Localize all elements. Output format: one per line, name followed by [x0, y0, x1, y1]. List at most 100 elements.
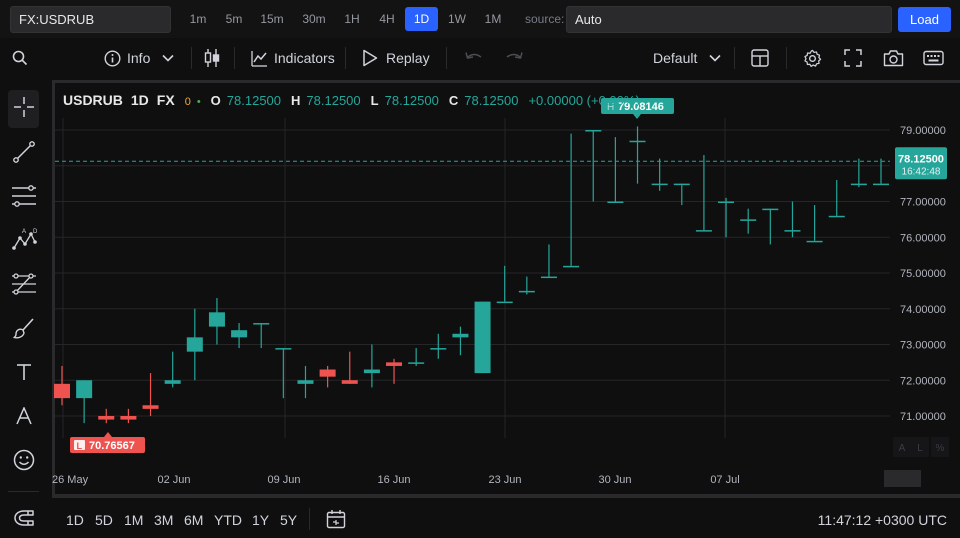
- chevron-down-icon: [709, 54, 721, 62]
- legend-open-label: O: [210, 93, 221, 108]
- text-icon: [15, 363, 33, 386]
- replay-button[interactable]: Replay: [362, 38, 430, 78]
- toolbar-divider: [446, 47, 447, 69]
- redo-button[interactable]: [504, 38, 524, 78]
- timeframe-5m[interactable]: 5m: [225, 12, 243, 26]
- range-1y[interactable]: 1Y: [252, 512, 270, 528]
- info-button[interactable]: Info: [104, 38, 174, 78]
- indicators-button[interactable]: Indicators: [251, 38, 335, 78]
- toolbar-divider: [234, 47, 235, 69]
- range-1m[interactable]: 1M: [124, 512, 144, 528]
- svg-text:D: D: [33, 229, 37, 235]
- legend-change: +0.00000 (+0.00%): [528, 93, 640, 108]
- settings-button[interactable]: [803, 38, 822, 78]
- legend-interval: 1D: [130, 92, 149, 108]
- top-bar: 1m 5m 15m 30m 1H 4H 1D 1W 1M source: Load: [0, 0, 960, 38]
- svg-text:A: A: [22, 229, 26, 235]
- projection-icon: [11, 272, 37, 301]
- load-button[interactable]: Load: [898, 7, 951, 32]
- timeframe-1m[interactable]: 1M: [484, 12, 502, 26]
- search-button[interactable]: [12, 38, 28, 78]
- camera-icon: [883, 49, 904, 67]
- goto-date-button[interactable]: [326, 509, 346, 534]
- play-icon: [362, 49, 378, 67]
- layout-dropdown[interactable]: Default: [653, 38, 721, 78]
- time-scale-divider: [52, 494, 960, 498]
- tools-divider: [8, 491, 39, 492]
- anchored-text-tool[interactable]: [8, 399, 39, 437]
- redo-icon: [504, 51, 524, 65]
- screenshot-button[interactable]: [883, 38, 904, 78]
- legend-status: 0: [184, 96, 191, 108]
- toolbar-divider: [786, 47, 787, 69]
- legend-close-value: 78.12500: [464, 93, 519, 108]
- candlestick-icon: [203, 48, 221, 68]
- calendar-icon: [326, 510, 346, 533]
- timeframe-1w[interactable]: 1W: [448, 12, 466, 26]
- brush-icon: [12, 317, 35, 344]
- range-5d[interactable]: 5D: [95, 512, 113, 528]
- crosshair-icon: [13, 96, 35, 123]
- bottom-bar: 1D 5D 1M 3M 6M YTD 1Y 5Y 11:47:12 +0300 UTC: [52, 500, 960, 538]
- fullscreen-icon: [844, 49, 862, 67]
- trend-line-icon: [12, 140, 36, 169]
- crosshair-tool[interactable]: [8, 90, 39, 128]
- legend-open-value: 78.12500: [226, 93, 282, 108]
- range-ytd[interactable]: YTD: [214, 512, 242, 528]
- undo-button[interactable]: [464, 38, 484, 78]
- range-1d[interactable]: 1D: [66, 512, 84, 528]
- text-tool[interactable]: [8, 355, 39, 393]
- bottom-divider: [309, 508, 310, 530]
- search-icon: [12, 50, 28, 66]
- magnet-icon: [13, 507, 35, 534]
- timeframe-30m[interactable]: 30m: [302, 12, 326, 26]
- legend-exchange: FX: [156, 92, 175, 108]
- toolbar-divider: [345, 47, 346, 69]
- timezone-clock[interactable]: 11:47:12 +0300 UTC: [817, 512, 947, 528]
- toolbar-divider: [191, 47, 192, 69]
- emoji-tool[interactable]: [8, 443, 39, 481]
- projection-tool[interactable]: [8, 267, 39, 305]
- timeframe-1m[interactable]: 1m: [189, 12, 207, 26]
- range-6m[interactable]: 6M: [184, 512, 204, 528]
- timeframe-4h[interactable]: 4H: [379, 12, 395, 26]
- brush-tool[interactable]: [8, 311, 39, 349]
- keyboard-icon: [923, 50, 944, 66]
- range-5y[interactable]: 5Y: [280, 512, 298, 528]
- legend-symbol: USDRUB: [63, 92, 123, 108]
- timeframe-1h[interactable]: 1H: [344, 12, 360, 26]
- chart-pane[interactable]: [52, 80, 960, 494]
- smiley-icon: [13, 449, 35, 476]
- range-3m[interactable]: 3M: [154, 512, 174, 528]
- fullscreen-button[interactable]: [844, 38, 862, 78]
- timeframe-1d[interactable]: 1D: [405, 7, 438, 31]
- chart-toolbar: Info Indicators Replay Default: [0, 38, 960, 78]
- ohlc-legend: USDRUB 1D FX 0 • O 78.12500 H 78.12500 L…: [63, 92, 650, 108]
- legend-low-value: 78.12500: [384, 93, 439, 108]
- trend-line-tool[interactable]: [8, 135, 39, 173]
- letter-a-icon: [15, 405, 33, 430]
- keyboard-button[interactable]: [923, 38, 944, 78]
- legend-status-dot: •: [196, 96, 201, 108]
- layout-icon: [751, 49, 769, 67]
- replay-label: Replay: [386, 50, 430, 66]
- gear-icon: [803, 49, 822, 68]
- layout-button[interactable]: [751, 38, 769, 78]
- indicators-icon: [251, 50, 268, 67]
- undo-icon: [464, 51, 484, 65]
- symbol-input[interactable]: [10, 6, 171, 33]
- source-label: source:: [525, 12, 565, 26]
- info-icon: [104, 49, 121, 67]
- legend-high-label: H: [291, 93, 301, 108]
- timeframe-15m[interactable]: 15m: [260, 12, 284, 26]
- layout-label: Default: [653, 50, 698, 66]
- magnet-tool[interactable]: [8, 501, 39, 538]
- chart-type-button[interactable]: [203, 38, 221, 78]
- indicators-label: Indicators: [274, 50, 335, 66]
- fib-tool[interactable]: [8, 179, 39, 217]
- source-input[interactable]: [566, 6, 892, 33]
- legend-high-value: 78.12500: [306, 93, 361, 108]
